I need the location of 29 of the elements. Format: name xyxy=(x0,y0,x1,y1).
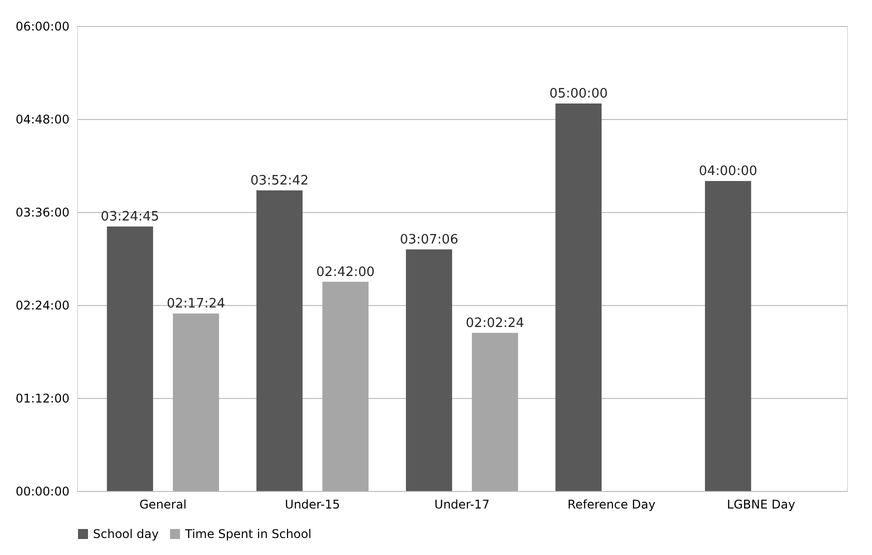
data-label: 02:02:24 xyxy=(466,316,524,331)
y-tick-label: 00:00:00 xyxy=(16,484,70,498)
data-label: 03:07:06 xyxy=(400,232,458,248)
y-tick-label: 06:00:00 xyxy=(16,20,70,34)
x-tick-label: Reference Day xyxy=(568,498,656,512)
bar xyxy=(555,104,602,491)
data-label: 03:52:42 xyxy=(250,173,309,188)
x-tick-label: Under-15 xyxy=(284,498,340,512)
y-tick-label: 03:36:00 xyxy=(16,206,70,220)
bar xyxy=(322,282,369,491)
bar xyxy=(704,181,752,491)
bar xyxy=(106,226,154,491)
bar xyxy=(472,332,518,491)
legend-label: Time Spent in School xyxy=(184,527,312,541)
bar xyxy=(172,314,220,491)
bar xyxy=(406,249,452,491)
data-label: 02:17:24 xyxy=(166,296,226,312)
data-label: 05:00:00 xyxy=(549,86,608,102)
x-tick-label: General xyxy=(139,498,187,512)
data-label: 02:42:00 xyxy=(316,264,375,280)
data-label: 03:24:45 xyxy=(100,210,160,225)
bar xyxy=(256,190,303,491)
y-tick-label: 04:48:00 xyxy=(16,112,70,126)
data-label: 04:00:00 xyxy=(698,164,758,179)
legend-label: School day xyxy=(93,527,159,541)
x-tick-label: Under-17 xyxy=(434,498,490,512)
y-tick-label: 01:12:00 xyxy=(16,392,70,406)
y-tick-label: 02:24:00 xyxy=(16,298,70,312)
x-tick-label: LGBNE Day xyxy=(726,498,796,512)
